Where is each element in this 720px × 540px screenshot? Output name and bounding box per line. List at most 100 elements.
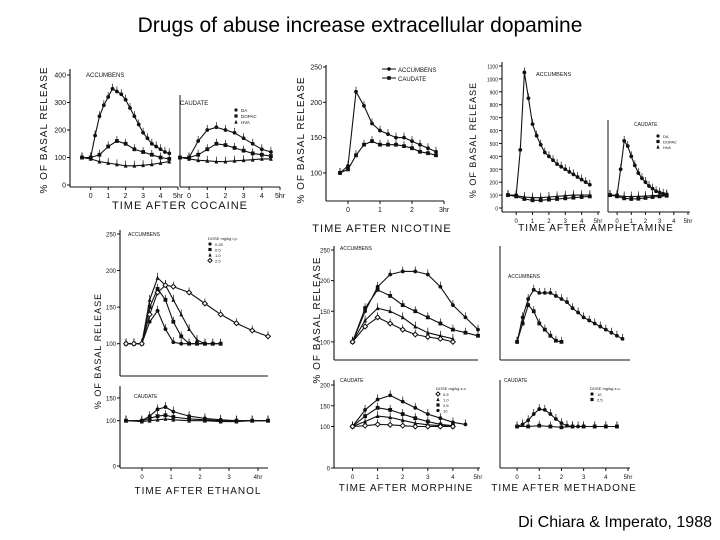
cocaine-legend-label: DOPAC [241,114,257,119]
y-axis-label: % OF BASAL RELEASE [93,293,103,409]
data-point [598,324,603,329]
accumbens-label: ACCUMBENS [536,72,571,78]
data-point [548,333,553,338]
y-tick-label: 200 [54,128,66,135]
data-point [178,155,182,160]
y-tick-label: 400 [54,73,66,80]
y-tick-label: 250 [310,65,322,72]
data-point [139,419,144,424]
ethanol-legend-label: 0.25 [215,242,224,247]
y-tick-label: 200 [310,100,322,107]
y-axis-label: % OF BASAL RELEASE [39,66,50,193]
series-line [516,289,623,343]
data-point [179,341,184,346]
x-tick-label: 4 [159,193,163,200]
x-tick-label: 5hr [474,475,483,481]
data-point [123,163,128,168]
data-point [187,156,191,161]
data-point [388,272,393,277]
data-point [205,147,210,152]
ethanol-legend-label: 1.0 [215,253,221,258]
data-point [234,419,239,424]
legend-caudate: CAUDATE [398,77,426,83]
y-tick-label: 100 [106,419,117,425]
caudate-series [350,390,468,429]
x-tick-label: 0 [89,193,93,200]
y-tick-label: 300 [490,168,499,174]
data-point [425,272,430,277]
data-point [463,330,468,335]
data-point [101,103,106,108]
data-point [154,144,159,149]
caudate-series [515,404,619,429]
y-axis-label: % OF BASAL RELEASE [312,256,323,383]
data-point [603,327,608,332]
data-point [438,416,443,421]
data-point [375,287,380,292]
data-point [218,419,223,424]
data-point [155,308,160,313]
data-point [147,319,152,324]
data-point [363,317,367,323]
x-tick-label: 2 [560,475,564,481]
data-point [640,176,644,181]
data-point [374,314,381,321]
data-point [241,148,246,153]
data-point [656,144,660,149]
data-point [208,247,212,252]
data-point [410,139,414,144]
data-point [349,423,356,430]
data-point [349,338,356,345]
x-tick-label: 4 [580,219,584,225]
data-point [388,393,393,398]
data-point [515,339,519,344]
data-point [232,130,237,135]
data-point [437,335,444,342]
y-tick-label: 200 [106,269,117,275]
x-tick-label: 4 [604,475,608,481]
caudate-series [349,419,457,430]
accumbens-series [122,280,272,347]
legend-accumbens: ACCUMBENS [398,68,436,74]
data-point [531,287,536,292]
data-point [590,392,594,396]
data-point [399,326,406,333]
data-point [435,391,441,397]
data-point [163,150,167,154]
data-point [603,424,608,429]
data-point [463,422,468,427]
data-point [534,133,539,138]
data-point [547,197,551,202]
data-point [171,319,176,324]
data-point [361,422,369,429]
data-point [565,300,569,304]
x-tick-label: 0 [187,193,191,200]
data-point [375,405,380,410]
data-point [656,134,660,138]
ethanol-legend-label: 0.5 [215,248,221,253]
data-point [186,289,193,296]
data-point [163,405,168,409]
y-tick-label: 800 [490,103,499,109]
y-axis-label: % OF BASAL RELEASE [468,82,478,198]
amphetamine-legend-label: DOPAC [663,140,677,145]
data-point [537,407,542,411]
data-point [542,150,547,155]
data-point [370,139,374,144]
data-point [520,315,525,320]
data-point [643,193,648,199]
y-tick-label: 150 [106,306,117,312]
data-point [531,309,536,314]
data-point [378,142,382,147]
accumbens-label: ACCUMBENS [128,232,161,238]
data-point [530,122,535,126]
data-point [636,171,641,176]
data-point [625,144,630,148]
y-axis-label: % OF BASAL RELEASE [296,76,307,203]
amphetamine-legend-label: HVA [663,145,671,150]
data-point [410,146,414,151]
x-tick-label: 2 [124,193,128,200]
cocaine-legend-label: HVA [241,120,250,125]
series-line [610,139,667,196]
data-point [592,321,597,326]
